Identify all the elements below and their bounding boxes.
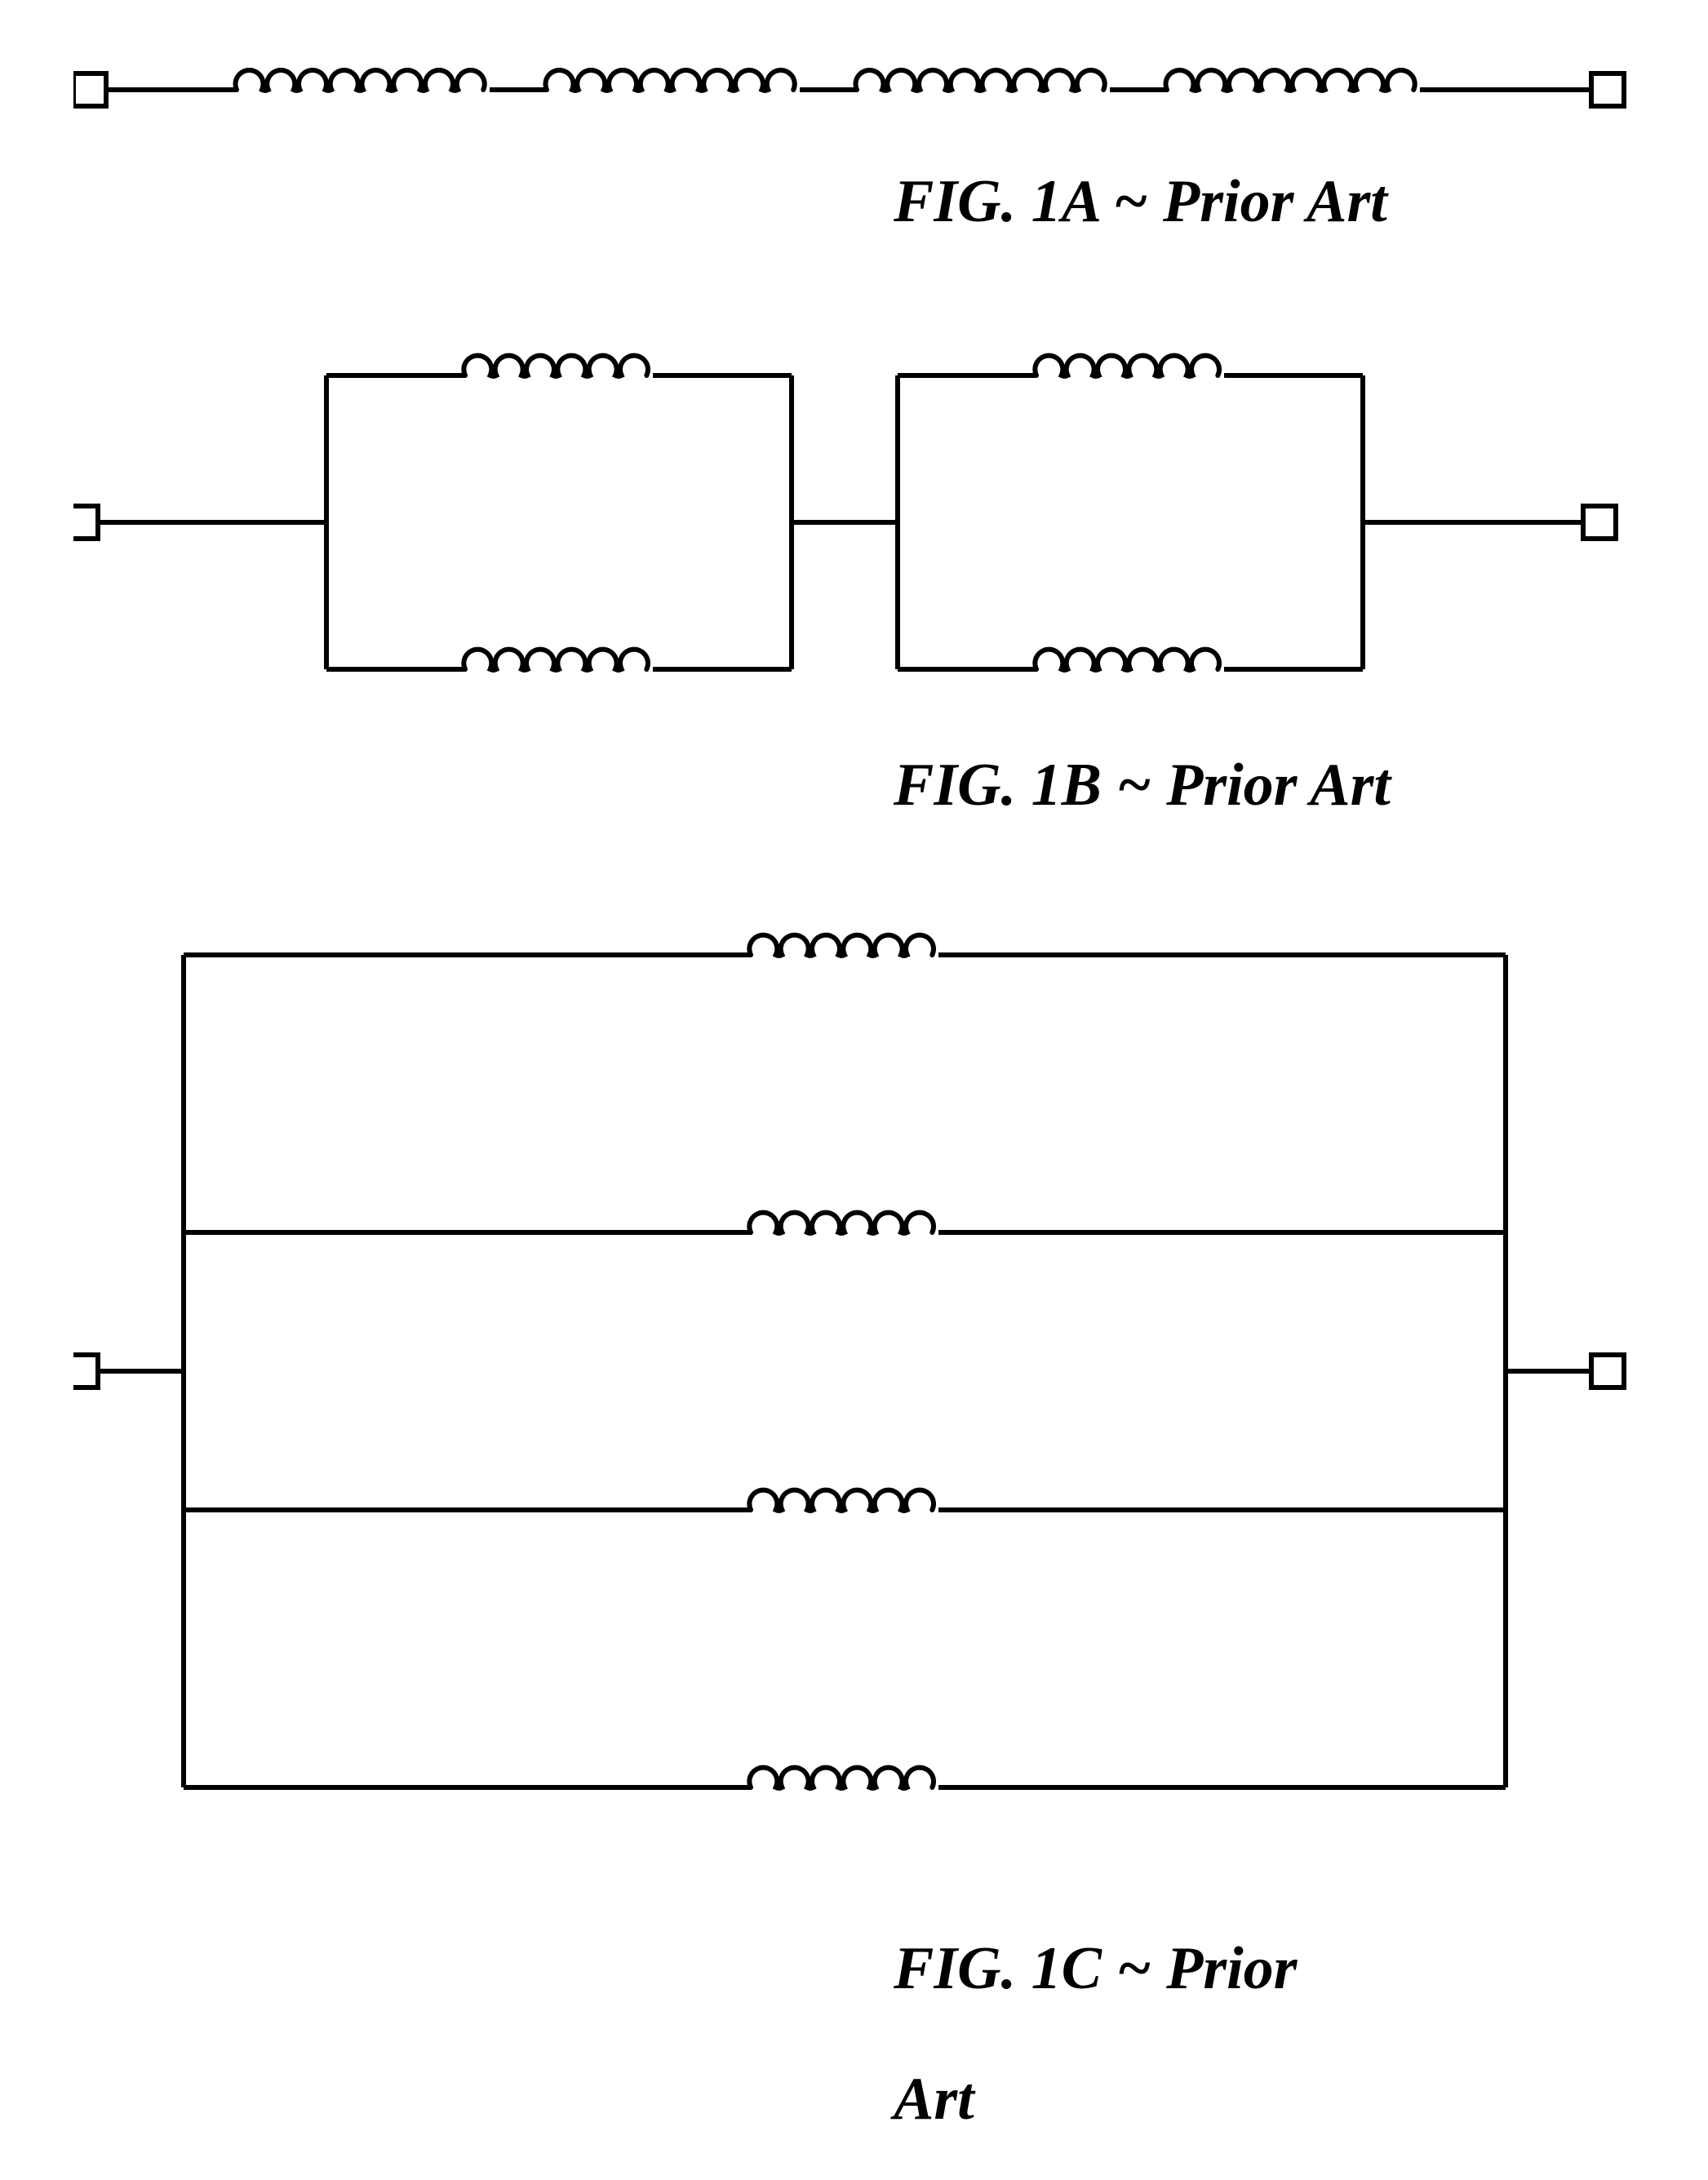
page-root: FIG. 1A ~ Prior Art FIG. 1B ~ Prior Art … bbox=[0, 0, 1708, 2180]
figure-1b-diagram bbox=[73, 351, 1640, 698]
figure-1c-diagram bbox=[73, 930, 1640, 1816]
figure-1a-caption: FIG. 1A ~ Prior Art bbox=[894, 167, 1387, 237]
figure-1b-caption: FIG. 1B ~ Prior Art bbox=[894, 751, 1391, 820]
figure-1c-caption-line1: FIG. 1C ~ Prior bbox=[894, 1934, 1297, 2004]
figure-1c-caption-line2: Art bbox=[894, 2065, 974, 2134]
figure-1a-diagram bbox=[73, 41, 1640, 127]
